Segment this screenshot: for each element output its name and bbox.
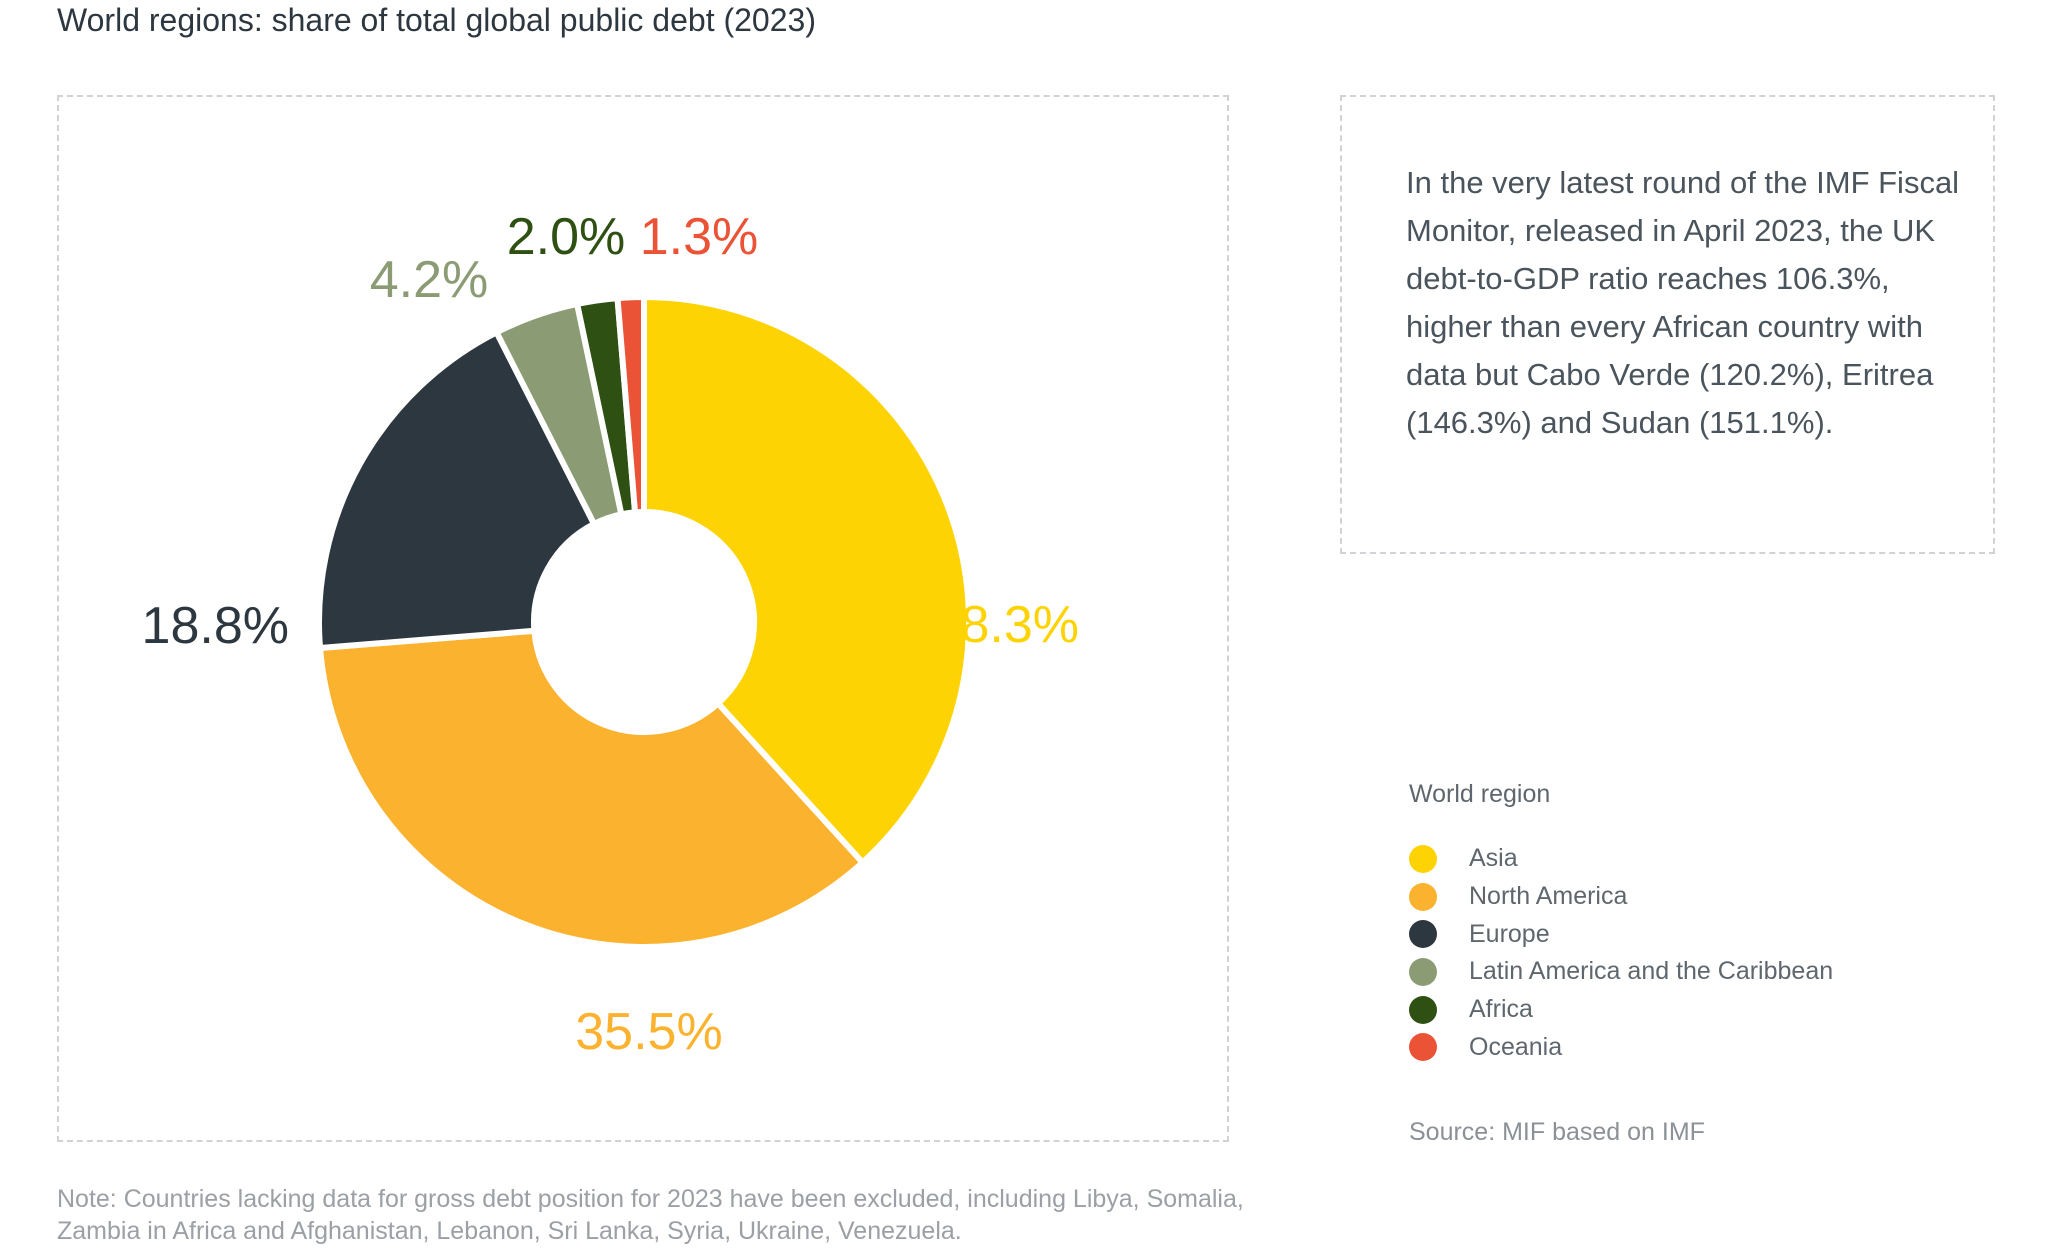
data-label: 18.8% [142,597,289,655]
legend-item: Europe [1409,915,1833,953]
legend-label: Africa [1469,995,1533,1024]
legend-swatch [1409,844,1437,873]
legend-item: Africa [1409,991,1833,1029]
donut-chart: 38.3% 35.5% 18.8% 4.2% 2.0% 1.3% [142,208,1079,1061]
legend-swatch [1409,920,1437,949]
slice-europe [316,328,599,652]
legend-label: Asia [1469,844,1518,873]
legend: Asia North America Europe Latin America and… [1409,840,1833,1066]
legend-title: World region [1409,780,1551,808]
legend-swatch [1409,957,1437,986]
legend-label: Latin America and the Caribbean [1469,957,1834,986]
data-label: 4.2% [370,251,489,309]
chart-title: World regions: share of total global pub… [57,2,816,38]
legend-item: North America [1409,878,1833,916]
legend-swatch [1409,995,1437,1024]
chart-panel: 38.3% 35.5% 18.8% 4.2% 2.0% 1.3% [57,95,1229,1142]
legend-label: Europe [1469,919,1550,948]
legend-item: Latin America and the Caribbean [1409,953,1833,991]
data-label: 1.3% [640,208,759,266]
info-panel: In the very latest round of the IMF Fisc… [1340,95,1995,554]
legend-swatch [1409,882,1437,911]
data-label: 35.5% [575,1003,722,1061]
slice-oceania [614,293,647,516]
legend-item: Asia [1409,840,1833,878]
info-text: In the very latest round of the IMF Fisc… [1406,165,1960,440]
legend-label: Oceania [1469,1032,1563,1061]
legend-label: North America [1469,882,1628,911]
data-label: 38.3% [932,596,1079,654]
legend-swatch [1409,1033,1437,1062]
label-group: 38.3% 35.5% 18.8% 4.2% 2.0% 1.3% [142,208,1079,1061]
slice-group [316,293,972,950]
slice-north-america [316,627,867,950]
footnote: Note: Countries lacking data for gross d… [57,1185,1244,1245]
slice-asia [641,293,972,867]
source-note: Source: MIF based on IMF [1409,1118,1705,1146]
legend-item: Oceania [1409,1028,1833,1066]
data-label: 2.0% [507,208,626,266]
